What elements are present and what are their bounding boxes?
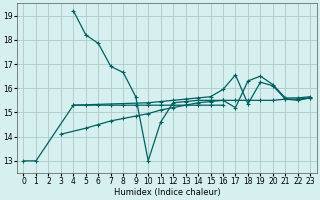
- X-axis label: Humidex (Indice chaleur): Humidex (Indice chaleur): [114, 188, 220, 197]
